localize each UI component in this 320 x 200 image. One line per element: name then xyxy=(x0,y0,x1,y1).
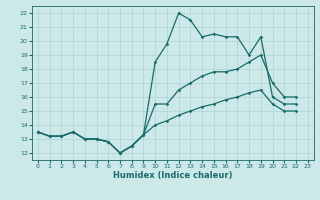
X-axis label: Humidex (Indice chaleur): Humidex (Indice chaleur) xyxy=(113,171,233,180)
